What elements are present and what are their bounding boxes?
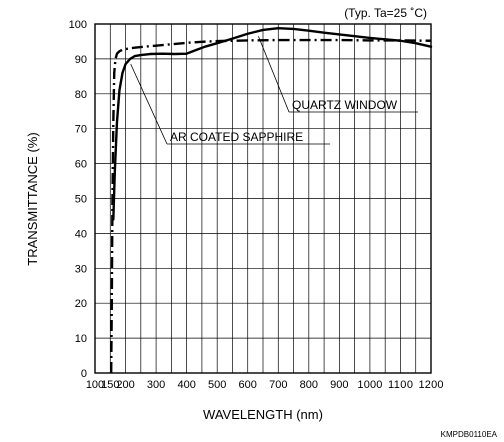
- y-tick-label: 30: [75, 263, 87, 275]
- x-tick-label: 1200: [419, 379, 444, 391]
- plot-frame: [94, 23, 432, 374]
- x-tick-label: 1100: [388, 379, 413, 391]
- x-tick-label: 800: [300, 379, 318, 391]
- x-tick-label: 900: [330, 379, 348, 391]
- y-tick-label: 50: [75, 194, 87, 206]
- condition-label: (Typ. Ta=25 ˚C): [344, 6, 427, 20]
- y-tick-label: 80: [75, 89, 87, 101]
- x-tick-label: 100: [86, 379, 104, 391]
- series-ar-coated-sapphire: [109, 38, 432, 374]
- x-tick-label: 1000: [357, 379, 382, 391]
- y-tick-label: 20: [75, 298, 87, 310]
- annotation-quartz-window: QUARTZ WINDOW: [292, 98, 398, 112]
- annotation-leader-ar-coated-sapphire: [130, 63, 168, 145]
- series: [109, 26, 433, 374]
- x-tick-label: 400: [177, 379, 195, 391]
- y-tick-label: 40: [75, 228, 87, 240]
- y-tick-label: 0: [81, 368, 87, 380]
- y-tick-label: 70: [75, 124, 87, 136]
- series-quartz-window: [112, 26, 433, 221]
- grid: [95, 24, 431, 373]
- y-tick-label: 10: [75, 333, 87, 345]
- annotation-leader-quartz-window: [258, 36, 290, 113]
- x-tick-label: 500: [208, 379, 226, 391]
- x-tick-label: 700: [269, 379, 287, 391]
- x-tick-label: 200: [116, 379, 134, 391]
- y-tick-label: 100: [69, 19, 87, 31]
- y-tick-label: 60: [75, 159, 87, 171]
- x-tick-label: 600: [239, 379, 257, 391]
- x-axis-title: WAVELENGTH (nm): [203, 407, 323, 422]
- annotation-ar-coated-sapphire: AR COATED SAPPHIRE: [170, 130, 303, 144]
- y-tick-label: 90: [75, 54, 87, 66]
- figure-code: KMPDB0110EA: [441, 430, 498, 439]
- x-tick-label: 150: [101, 379, 119, 391]
- annotations: QUARTZ WINDOW AR COATED SAPPHIRE: [130, 36, 418, 145]
- y-axis-title: TRANSMITTANCE (%): [25, 132, 40, 265]
- x-tick-label: 300: [147, 379, 165, 391]
